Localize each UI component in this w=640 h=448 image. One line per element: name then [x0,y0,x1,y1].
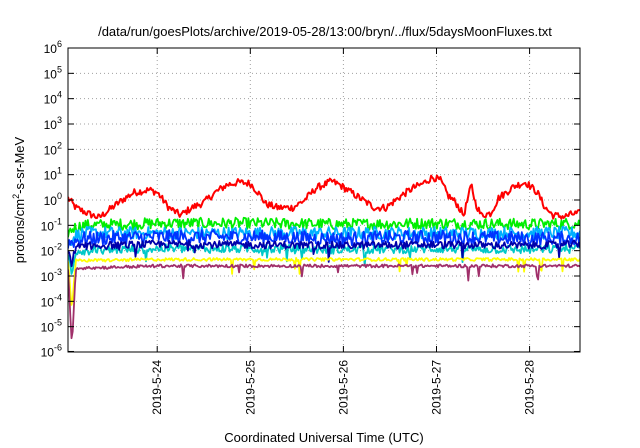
y-tick-base: 10 [41,345,55,359]
x-tick-label: 2019-5-27 [429,360,443,415]
x-tick-label: 2019-5-24 [150,360,164,415]
x-tick-label: 2019-5-26 [336,360,350,415]
series-line-6 [68,239,580,268]
y-tick-exponent: -5 [54,318,62,328]
series-line-1 [68,174,580,220]
y-tick-exponent: 3 [57,115,62,125]
series-line-2 [68,216,580,238]
series-line-4 [68,229,580,249]
series-line-7 [68,257,580,306]
y-tick-base: 10 [44,169,58,183]
y-axis-label-sup: 2 [11,194,21,199]
y-tick-label: 106 [44,39,62,56]
y-tick-label: 10-5 [41,318,62,335]
x-axis: 2019-5-24 2019-5-25 2019-5-26 2019-5-27 2019… [150,48,537,415]
x-tick-label: 2019-5-25 [243,360,257,415]
y-tick-exponent: -1 [54,216,62,226]
series-line-8 [68,263,580,340]
y-tick-exponent: 0 [57,191,62,201]
y-tick-base: 10 [44,67,58,81]
y-axis-label-prefix: protons/cm [12,199,27,263]
y-tick-base: 10 [41,219,55,233]
grid [68,48,580,352]
y-tick-exponent: -2 [54,242,62,252]
y-tick-base: 10 [41,321,55,335]
y-tick-exponent: 5 [57,64,62,74]
y-tick-label: 10-4 [41,292,62,309]
x-axis-label: Coordinated Universal Time (UTC) [224,430,423,445]
y-tick-label: 102 [44,140,62,157]
y-tick-label: 105 [44,64,62,81]
y-tick-exponent: -4 [54,292,62,302]
y-tick-exponent: 6 [57,39,62,49]
y-tick-label: 10-2 [41,242,62,259]
y-tick-exponent: -3 [54,267,62,277]
y-axis-label-suffix: -s-sr-MeV [12,136,27,193]
chart-title: /data/run/goesPlots/archive/2019-05-28/1… [98,24,552,39]
y-tick-label: 103 [44,115,62,132]
y-tick-base: 10 [41,245,55,259]
series-layer [68,174,580,340]
y-axis-label: protons/cm2-s-sr-MeV [11,136,27,263]
y-tick-label: 101 [44,166,62,183]
x-tick-label: 2019-5-28 [523,360,537,415]
y-tick-base: 10 [44,42,58,56]
y-tick-exponent: 4 [57,90,62,100]
y-tick-label: 100 [44,191,62,208]
y-tick-exponent: -6 [54,342,62,352]
y-tick-exponent: 1 [57,166,62,176]
y-axis: 10-610-510-410-310-210-11001011021031041… [41,39,580,359]
y-tick-base: 10 [41,295,55,309]
y-tick-base: 10 [44,194,58,208]
y-tick-base: 10 [44,93,58,107]
y-tick-exponent: 2 [57,140,62,150]
y-tick-base: 10 [44,118,58,132]
y-tick-label: 104 [44,90,62,107]
y-tick-label: 10-3 [41,267,62,284]
y-tick-base: 10 [41,270,55,284]
y-tick-label: 10-1 [41,216,62,233]
y-tick-label: 10-6 [41,342,62,359]
y-tick-base: 10 [44,143,58,157]
